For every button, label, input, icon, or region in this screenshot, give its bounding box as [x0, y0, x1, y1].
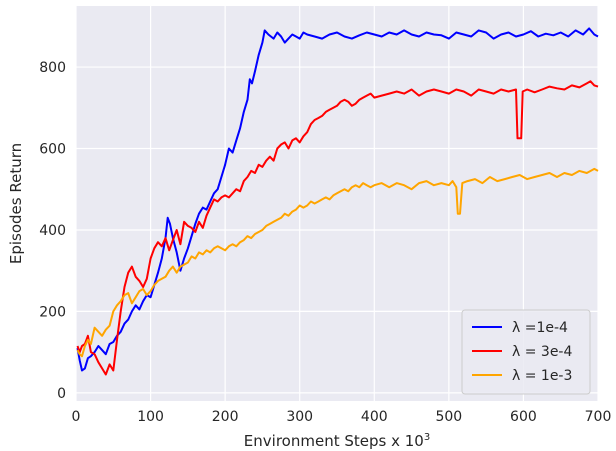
y-tick-label: 600 — [39, 142, 66, 158]
y-tick-label: 800 — [39, 60, 66, 76]
legend: λ =1e-4 λ = 3e-4 λ = 1e-3 — [461, 309, 591, 395]
series-group — [76, 27, 599, 376]
series-line-2 — [76, 80, 599, 376]
x-axis-label-text: Environment Steps x 10 — [244, 432, 424, 450]
y-tick-label: 400 — [39, 223, 66, 239]
x-tick-label: 600 — [510, 409, 537, 425]
x-tick-label: 500 — [435, 409, 462, 425]
x-tick-label: 200 — [212, 409, 239, 425]
x-tick-label: 100 — [137, 409, 164, 425]
x-tick-label: 300 — [286, 409, 313, 425]
y-axis-ticks: 0 200 400 600 800 — [39, 60, 66, 402]
x-axis-label-exponent: 3 — [424, 432, 430, 443]
y-tick-label: 200 — [39, 304, 66, 320]
legend-label-2: λ = 3e-4 — [512, 344, 572, 360]
x-tick-label: 700 — [585, 409, 612, 425]
legend-label-1: λ =1e-4 — [512, 320, 568, 336]
legend-box — [461, 309, 591, 395]
series-line-1 — [76, 27, 599, 372]
legend-label-3: λ = 1e-3 — [512, 368, 572, 384]
x-axis-label: Environment Steps x 103 — [244, 432, 430, 450]
series-line-3 — [76, 167, 599, 358]
y-tick-label: 0 — [57, 386, 66, 402]
x-tick-label: 0 — [72, 409, 81, 425]
y-axis-label: Episodes Return — [7, 143, 25, 264]
x-tick-label: 400 — [361, 409, 388, 425]
x-axis-ticks: 0 100 200 300 400 500 600 700 — [72, 409, 612, 425]
